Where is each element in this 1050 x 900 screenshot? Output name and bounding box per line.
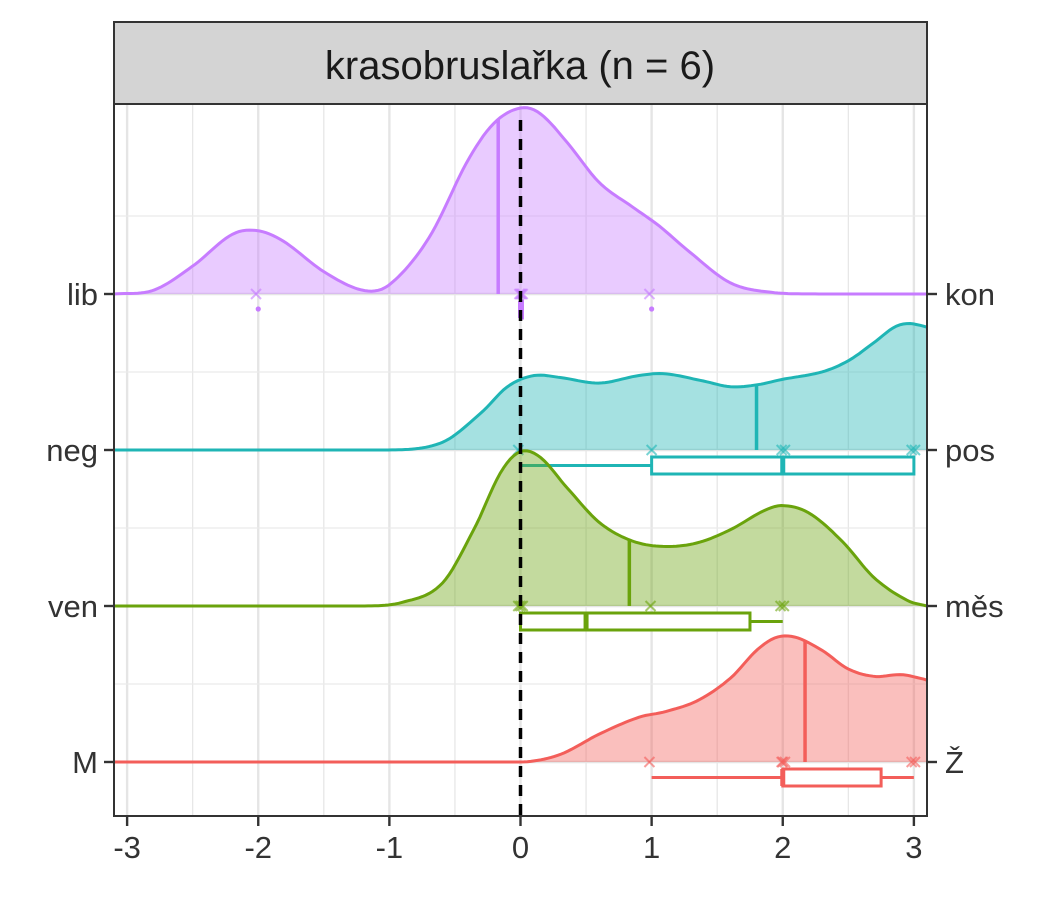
density-area-M — [114, 635, 927, 762]
observation-mark — [774, 600, 787, 612]
y-tick-label-right: pos — [945, 433, 995, 468]
observation-stroke — [643, 288, 656, 300]
x-tick-label: 1 — [643, 830, 660, 865]
y-tick-label-right: Ž — [945, 745, 964, 780]
observation-mark — [643, 756, 656, 768]
observation-mark — [775, 444, 788, 456]
observation-stroke — [645, 444, 658, 456]
observation-mark — [909, 756, 921, 768]
y-tick-label-right: kon — [945, 277, 995, 312]
observation-mark — [644, 600, 657, 612]
observation-stroke — [644, 600, 657, 612]
box-M — [781, 767, 883, 788]
observation-stroke — [774, 600, 787, 612]
observation-stroke — [909, 756, 921, 768]
observation-mark — [909, 444, 921, 456]
observation-mark — [905, 444, 918, 456]
y-tick-label-left: ven — [48, 589, 98, 624]
observation-mark — [645, 444, 658, 456]
x-tick-label: 2 — [774, 830, 791, 865]
observation-mark — [905, 756, 918, 768]
strip-title: krasobruslařka (n = 6) — [325, 44, 715, 88]
observation-stroke — [778, 600, 790, 612]
x-tick-label: 3 — [905, 830, 922, 865]
strip-background — [113, 21, 928, 105]
observation-mark — [779, 444, 791, 456]
y-tick-label-left: M — [72, 745, 98, 780]
x-tick-label: 0 — [512, 830, 529, 865]
outlier-point — [649, 306, 655, 312]
observation-stroke — [779, 756, 791, 768]
observation-stroke — [909, 444, 921, 456]
density-curve-neg — [114, 321, 928, 452]
axis-ticks: lib kon neg pos ven měs M Ž -3 -2 -1 0 1 2 3 — [46, 277, 1003, 865]
x-tick-label: -3 — [113, 830, 141, 865]
x-tick-label: -2 — [244, 830, 272, 865]
y-tick-label-left: lib — [67, 277, 98, 312]
row-M — [114, 634, 928, 788]
x-tick-label: -1 — [376, 830, 404, 865]
observation-mark — [250, 288, 262, 300]
observation-stroke — [905, 444, 918, 456]
outlier-point — [255, 306, 261, 312]
observation-stroke — [779, 444, 791, 456]
box-ven — [519, 611, 752, 632]
observation-stroke — [516, 600, 529, 612]
observation-stroke — [905, 756, 918, 768]
density-curve-M — [114, 634, 928, 764]
y-tick-label-left: neg — [46, 433, 98, 468]
observation-stroke — [775, 756, 788, 768]
density-curve-lib — [113, 106, 927, 296]
observation-mark — [779, 756, 791, 768]
observation-stroke — [643, 756, 656, 768]
observation-mark — [643, 288, 656, 300]
observation-stroke — [775, 444, 788, 456]
observation-mark — [775, 756, 788, 768]
observation-mark — [778, 600, 790, 612]
observation-stroke — [250, 288, 262, 300]
y-tick-label-right: měs — [945, 589, 1004, 624]
